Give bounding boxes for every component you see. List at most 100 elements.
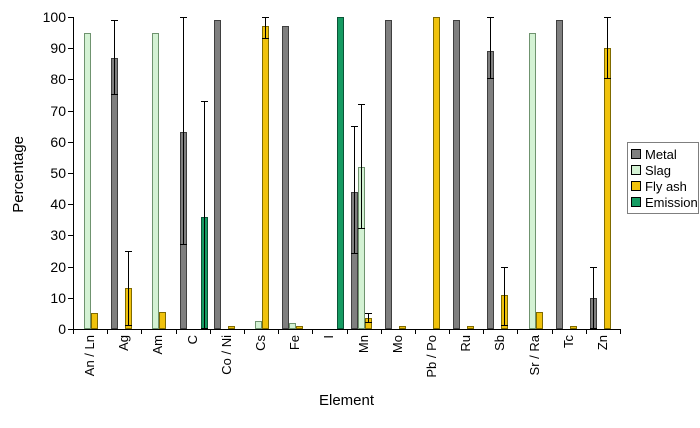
bar-slag-sr-ra	[528, 32, 536, 329]
bar-fly-ash-cs	[262, 26, 270, 329]
bar-metal-fe	[282, 26, 290, 329]
error-bar-fly-ash-mn	[367, 313, 369, 323]
plot-area	[73, 17, 621, 330]
x-category-label-zn: Zn	[594, 335, 610, 351]
bar-metal-tc	[555, 20, 563, 329]
y-axis-tick	[68, 297, 73, 299]
x-category-label-ru: Ru	[458, 335, 474, 352]
x-category-label-pb-po: Pb / Po	[423, 335, 439, 378]
bar-metal-sb	[487, 51, 495, 329]
legend-item-fly-ash: Fly ash	[631, 178, 695, 194]
emission-swatch-icon	[631, 197, 641, 207]
legend-label-emission: Emission	[645, 194, 698, 210]
bar-slag-an-ln	[84, 32, 92, 329]
bar-fly-ash-ru	[467, 325, 475, 329]
x-axis-tick	[73, 330, 74, 334]
bar-fly-ash-co-ni	[227, 325, 235, 329]
error-bar-cap-top-fly-ash-ag	[125, 251, 133, 252]
x-category-label-sb: Sb	[492, 335, 508, 351]
x-axis-tick	[414, 330, 416, 334]
x-axis-tick	[380, 330, 382, 334]
x-category-label-co-ni: Co / Ni	[218, 335, 234, 375]
legend: Metal Slag Fly ash Emission	[627, 142, 699, 214]
bar-fly-ash-sr-ra	[535, 311, 543, 329]
bar-fly-ash-an-ln	[91, 313, 99, 329]
error-bar-cap-top-slag-mn	[357, 104, 365, 106]
x-category-label-c: C	[184, 335, 200, 345]
error-bar-cap-top-fly-ash-cs	[262, 17, 270, 18]
error-bar-metal-sb	[490, 17, 492, 80]
error-bar-cap-top-metal-c	[179, 17, 187, 18]
bar-fly-ash-tc	[569, 325, 577, 329]
y-axis-tick	[68, 204, 73, 206]
error-bar-metal-ag	[114, 20, 116, 95]
error-bar-cap-bottom-fly-ash-sb	[501, 324, 509, 326]
y-axis-tick	[68, 79, 73, 81]
error-bar-fly-ash-sb	[504, 266, 506, 326]
x-axis-tick	[141, 330, 143, 334]
error-bar-cap-top-metal-mn	[350, 126, 358, 128]
x-axis-title: Element	[318, 392, 375, 409]
x-axis-tick	[483, 330, 485, 334]
x-axis-tick	[620, 330, 621, 334]
error-bar-cap-top-metal-ag	[111, 20, 119, 22]
error-bar-slag-mn	[360, 104, 362, 230]
error-bar-cap-bottom-metal-ag	[111, 94, 119, 95]
y-axis-tick	[68, 141, 73, 143]
x-axis-tick	[449, 330, 451, 334]
error-bar-cap-bottom-slag-mn	[357, 228, 365, 230]
error-bar-cap-bottom-emission-c	[200, 328, 208, 329]
y-axis-tick	[68, 110, 73, 112]
bar-emission-i	[337, 17, 345, 329]
y-tick-label: 60	[50, 133, 66, 150]
y-axis-tick	[68, 329, 73, 330]
x-axis-tick	[551, 330, 553, 334]
legend-label-slag: Slag	[645, 162, 672, 178]
error-bar-cap-top-emission-c	[200, 101, 208, 103]
legend-label-metal: Metal	[645, 146, 677, 162]
bar-fly-ash-am	[159, 311, 167, 329]
x-category-label-i: I	[321, 335, 337, 339]
error-bar-emission-c	[203, 101, 205, 329]
bar-fly-ash-mo	[398, 325, 406, 329]
error-bar-cap-bottom-metal-sb	[487, 78, 495, 80]
legend-item-slag: Slag	[631, 162, 695, 178]
bar-slag-am	[152, 32, 160, 329]
y-tick-label: 50	[50, 165, 66, 181]
y-tick-label: 10	[50, 289, 66, 306]
y-axis-tick	[68, 48, 73, 50]
bar-metal-ag	[111, 57, 119, 329]
bar-slag-fe	[289, 322, 297, 329]
error-bar-cap-bottom-fly-ash-zn	[603, 78, 611, 80]
y-tick-label: 90	[50, 40, 66, 57]
x-axis-tick	[517, 330, 519, 334]
x-category-label-am: Am	[150, 335, 166, 355]
y-axis-tick	[68, 17, 73, 18]
error-bar-cap-top-fly-ash-zn	[603, 17, 611, 18]
slag-swatch-icon	[631, 165, 641, 175]
error-bar-metal-mn	[353, 126, 355, 255]
bar-metal-ru	[453, 20, 461, 329]
error-bar-cap-bottom-fly-ash-cs	[262, 37, 270, 39]
x-axis-tick	[107, 330, 109, 334]
y-tick-label: 100	[42, 9, 66, 25]
error-bar-cap-bottom-metal-mn	[350, 253, 358, 255]
error-bar-cap-bottom-fly-ash-mn	[364, 321, 372, 323]
error-bar-cap-top-fly-ash-mn	[364, 313, 372, 315]
x-category-label-fe: Fe	[287, 335, 303, 351]
y-tick-label: 20	[50, 258, 66, 275]
error-bar-metal-zn	[592, 266, 594, 329]
error-bar-cap-bottom-fly-ash-ag	[125, 324, 133, 326]
x-axis-tick	[175, 330, 177, 334]
y-tick-label: 40	[50, 196, 66, 213]
x-axis-tick	[278, 330, 280, 334]
x-category-label-ag: Ag	[116, 335, 132, 351]
bar-metal-co-ni	[213, 20, 221, 329]
x-category-label-mn: Mn	[355, 335, 371, 354]
x-axis-tick	[209, 330, 211, 334]
y-axis-tick	[68, 266, 73, 268]
error-bar-cap-top-metal-sb	[487, 17, 495, 18]
error-bar-fly-ash-cs	[265, 17, 267, 39]
bar-metal-mo	[384, 20, 392, 329]
